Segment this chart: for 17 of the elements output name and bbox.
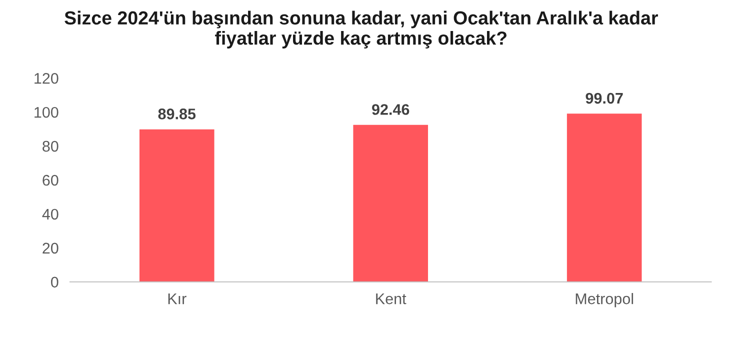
- x-tick-label: Kır: [168, 294, 186, 304]
- y-tick-label: 100: [34, 106, 58, 118]
- chart-title: Sizce 2024'ün başından sonuna kadar, yani Ocak'tan Aralık'a kadar fiyatlar yüzde kaç artmış olacak?: [64, 10, 658, 48]
- bar: [353, 124, 428, 282]
- x-tick-label: Metropol: [576, 292, 634, 308]
- y-tick-label: 20: [42, 242, 58, 254]
- y-tick-label: 80: [42, 140, 58, 152]
- x-tick-label: Kent: [376, 294, 406, 304]
- bar: [139, 129, 214, 282]
- data-label: 89.85: [158, 108, 196, 120]
- y-tick-label: 120: [34, 72, 58, 84]
- data-label: 99.07: [586, 92, 623, 104]
- y-tick-label: 60: [42, 174, 58, 186]
- bar: [566, 114, 642, 282]
- y-tick-label: 40: [42, 208, 58, 220]
- y-tick-label: 0: [51, 276, 58, 288]
- data-label: 92.46: [372, 104, 410, 115]
